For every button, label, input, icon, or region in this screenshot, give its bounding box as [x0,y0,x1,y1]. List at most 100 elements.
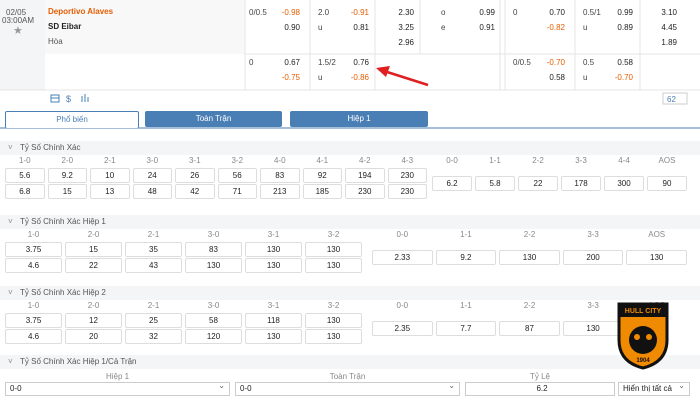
select[interactable]: 6.2 [465,382,615,396]
odds-cell[interactable]: 130 [245,329,302,344]
odds-cell[interactable]: 178 [561,176,601,191]
odds-value[interactable]: 0.90 [284,23,300,32]
odds-value[interactable]: 0.76 [353,58,369,67]
odds-value[interactable]: 0.81 [353,23,369,32]
odds-cell[interactable]: 24 [132,168,172,183]
odds-value[interactable]: 0.99 [479,8,495,17]
odds-cell[interactable]: 90 [647,176,687,191]
odds-cell[interactable]: 83 [260,168,300,183]
odds-value[interactable]: -0.70 [614,73,633,82]
odds-value[interactable]: 2.30 [398,8,414,17]
tab[interactable]: Toàn Trận [145,111,282,127]
odds-value[interactable]: -0.75 [281,73,300,82]
odds-value[interactable]: 0.58 [549,73,565,82]
odds-cell[interactable]: 5.8 [475,176,515,191]
select[interactable]: 0-0 ⌄ [5,381,230,396]
odds-cell[interactable]: 9.2 [435,250,497,265]
odds-value[interactable]: 0.58 [617,58,633,67]
odds-cell[interactable]: 12 [65,313,122,328]
odds-cell[interactable]: 71 [217,184,257,199]
odds-cell[interactable]: 4.6 [5,329,62,344]
odds-cell[interactable]: 120 [185,329,242,344]
odds-cell[interactable]: 26 [175,168,215,183]
odds-cell[interactable]: 48 [132,184,172,199]
section-title[interactable]: Tỷ Số Chính Xác [20,143,81,152]
more-markets[interactable]: 62 [667,95,676,104]
odds-cell[interactable]: 22 [65,258,122,273]
odds-cell[interactable]: 130 [185,258,242,273]
odds-cell[interactable]: 118 [245,313,302,328]
odds-cell[interactable]: 6.8 [5,184,45,199]
odds-cell[interactable]: 230 [345,184,385,199]
odds-cell[interactable]: 194 [345,168,385,183]
odds-cell[interactable]: 130 [305,242,362,257]
odds-cell[interactable]: 42 [175,184,215,199]
odds-cell[interactable]: 3.75 [5,242,62,257]
odds-cell[interactable]: 200 [562,250,624,265]
select[interactable]: 0-0 ⌄ [235,381,460,396]
odds-value[interactable]: 1.89 [661,38,677,47]
score-header: 3-0 [146,156,159,165]
odds-cell[interactable]: 13 [90,184,130,199]
tab[interactable]: Hiệp 1 [290,111,428,127]
odds-cell[interactable]: 9.2 [47,168,87,183]
tab[interactable]: Phổ biến [5,111,139,128]
odds-value[interactable]: 0.89 [617,23,633,32]
odds-cell[interactable]: 2.33 [372,250,433,265]
home-team[interactable]: Deportivo Alaves [48,7,114,16]
odds-cell[interactable]: 185 [302,184,342,199]
odds-cell[interactable]: 10 [90,168,130,183]
odds-value[interactable]: 0.70 [549,8,565,17]
odds-cell[interactable]: 35 [125,242,182,257]
odds-cell[interactable]: 6.2 [432,176,472,191]
odds-cell[interactable]: 130 [245,258,302,273]
section-title[interactable]: Tỷ Số Chính Xác Hiệp 1/Cả Trận [20,357,137,366]
odds-cell[interactable]: 230 [387,168,427,183]
odds-cell[interactable]: 4.6 [5,258,62,273]
odds-cell[interactable]: 25 [125,313,182,328]
score-header: 1-0 [27,230,40,239]
odds-value[interactable]: -0.86 [350,73,369,82]
odds-value[interactable]: -0.82 [546,23,565,32]
handicap-line: 1.5/2 [318,58,336,67]
odds-value[interactable]: -0.91 [350,8,369,17]
odds-value[interactable]: 4.45 [661,23,677,32]
odds-value[interactable]: 0.99 [617,8,633,17]
section-title[interactable]: Tỷ Số Chính Xác Hiệp 1 [20,217,106,226]
odds-cell[interactable]: 22 [518,176,558,191]
odds-cell[interactable]: 3.75 [5,313,62,328]
odds-cell[interactable]: 230 [387,184,427,199]
odds-cell[interactable]: 15 [65,242,122,257]
odds-cell[interactable]: 5.6 [5,168,45,183]
odds-cell[interactable]: 92 [302,168,342,183]
odds-cell[interactable]: 300 [604,176,644,191]
select[interactable]: Hiển thị tất cả ⌄ [618,381,690,396]
odds-cell[interactable]: 20 [65,329,122,344]
odds-value[interactable]: 0.91 [479,23,495,32]
odds-cell[interactable]: 130 [305,313,362,328]
favorite-star[interactable]: ★ [13,25,23,37]
odds-cell[interactable]: 7.7 [435,321,497,336]
score-header: 3-0 [207,301,220,310]
odds-cell[interactable]: 130 [626,250,687,265]
odds-cell[interactable]: 130 [499,250,560,265]
odds-value[interactable]: 2.96 [398,38,414,47]
odds-cell[interactable]: 130 [305,258,362,273]
odds-cell[interactable]: 15 [47,184,87,199]
odds-value[interactable]: -0.98 [281,8,300,17]
odds-cell[interactable]: 32 [125,329,182,344]
odds-cell[interactable]: 2.35 [372,321,433,336]
odds-cell[interactable]: 213 [260,184,300,199]
odds-cell[interactable]: 43 [125,258,182,273]
odds-value[interactable]: 3.10 [661,8,677,17]
odds-cell[interactable]: 56 [217,168,257,183]
odds-cell[interactable]: 58 [185,313,242,328]
odds-value[interactable]: 0.67 [284,58,300,67]
odds-cell[interactable]: 87 [499,321,560,336]
odds-value[interactable]: 3.25 [398,23,414,32]
section-title[interactable]: Tỷ Số Chính Xác Hiệp 2 [20,288,106,297]
odds-cell[interactable]: 83 [185,242,242,257]
odds-value[interactable]: -0.70 [546,58,565,67]
odds-cell[interactable]: 130 [245,242,302,257]
odds-cell[interactable]: 130 [305,329,362,344]
